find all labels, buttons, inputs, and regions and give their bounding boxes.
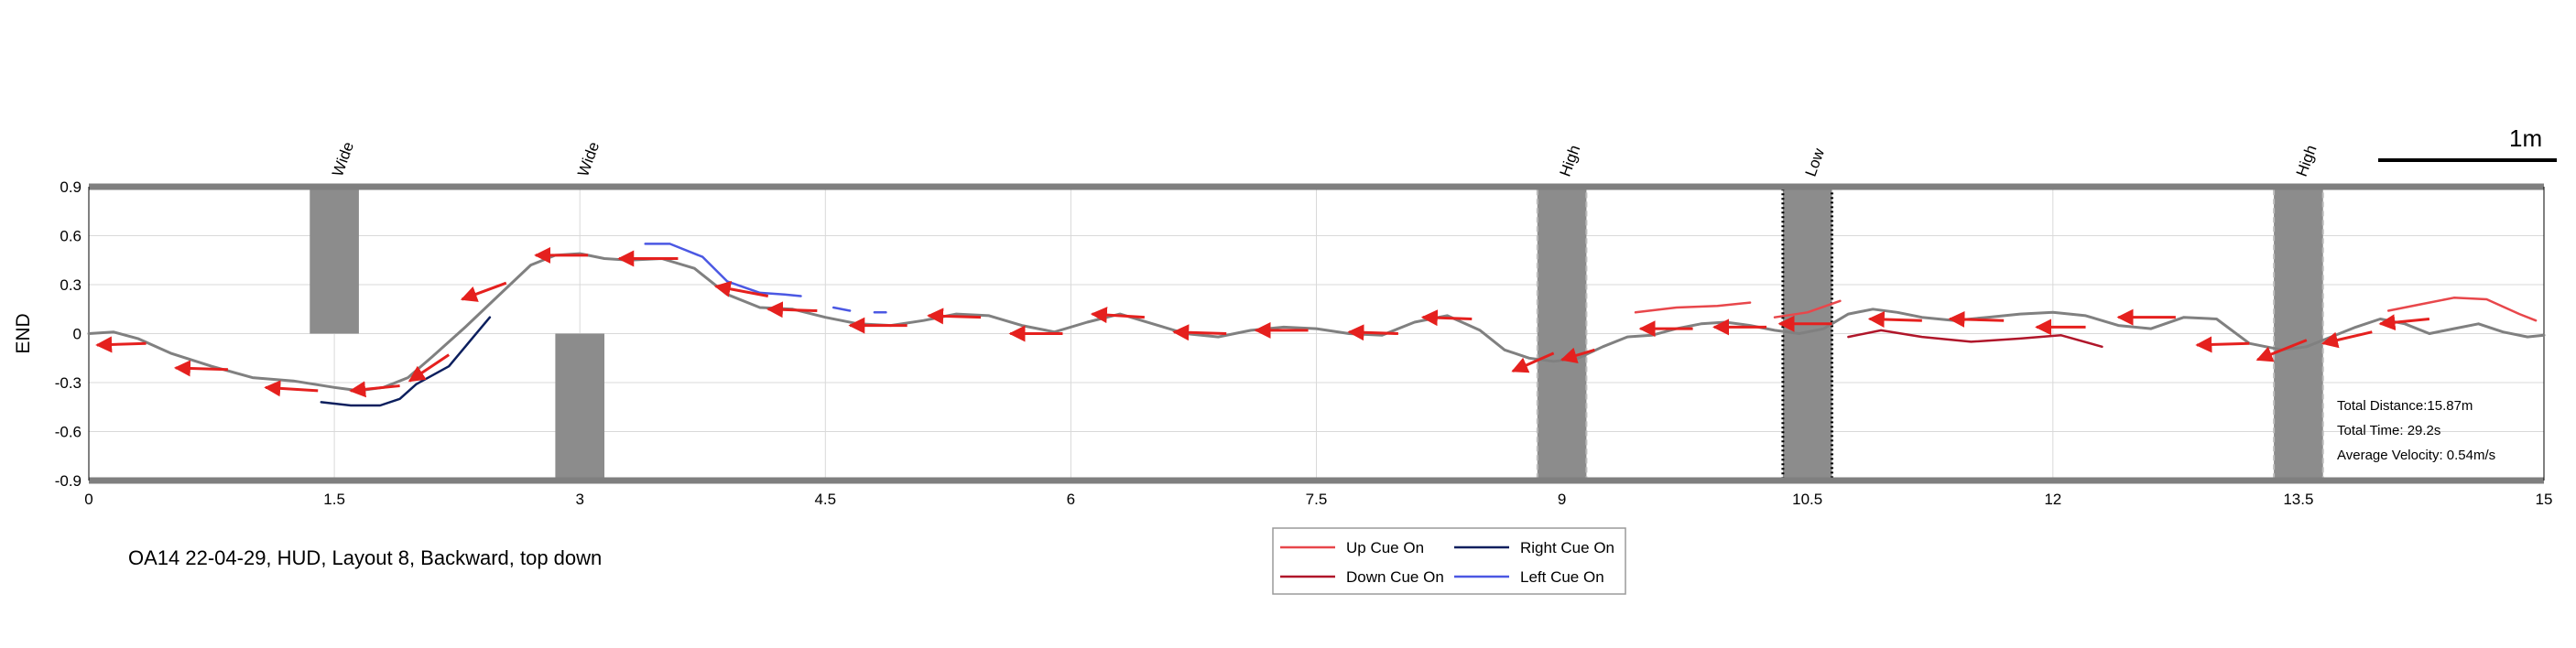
obstacle-high: [1536, 186, 1588, 481]
y-tick-label: 0.3: [60, 276, 82, 294]
y-tick-label: -0.6: [55, 424, 82, 441]
series-group: [87, 243, 2546, 407]
x-tick-label: 13.5: [2283, 491, 2313, 508]
stats-text: Average Velocity: 0.54m/s: [2337, 448, 2495, 463]
direction-arrow: [1420, 309, 1473, 327]
y-tick-label: -0.9: [55, 472, 82, 490]
obstacle-wide: [310, 187, 359, 334]
legend-box: [1272, 527, 1626, 595]
obstacle-label: High: [1557, 143, 1584, 178]
obstacles: Wide Wide High Low High: [310, 139, 2324, 482]
direction-arrow: [264, 380, 319, 397]
x-tick-label: 1.5: [323, 491, 345, 508]
legend-label-up-cue-on: Up Cue On: [1346, 539, 1424, 556]
direction-arrow: [713, 280, 769, 297]
x-tick-label: 7.5: [1306, 491, 1328, 508]
legend-label-left-cue-on: Left Cue On: [1520, 568, 1604, 586]
direction-arrow: [1948, 310, 2005, 328]
direction-arrow: [1511, 351, 1555, 373]
direction-arrow: [1347, 324, 1398, 341]
scale-bar-label: 1m: [2509, 124, 2542, 152]
direction-arrow: [2321, 330, 2373, 349]
x-tick-label: 6: [1067, 491, 1075, 508]
series-line-left-cue-on: [831, 306, 852, 312]
obstacle-label: Wide: [574, 139, 603, 178]
y-tick-label: 0.9: [60, 178, 82, 196]
x-tick-label: 15: [2536, 491, 2553, 508]
legend: Up Cue On Down Cue On Right Cue On Left Cue…: [1272, 527, 1626, 595]
x-tick-label: 12: [2044, 491, 2061, 508]
direction-arrow: [2255, 339, 2308, 362]
direction-arrow: [1090, 307, 1145, 324]
figure-caption: OA14 22-04-29, HUD, Layout 8, Backward, …: [128, 546, 603, 569]
x-tick-label: 3: [575, 491, 583, 508]
series-line-trajectory: [87, 252, 2546, 393]
obstacle-high: [2273, 186, 2324, 481]
tick-labels: 0 1.5 3 4.5 6 7.5 9 10.5 12 13.5 15 0.9 0.6 0.3 0 -0.3 -…: [55, 178, 2553, 508]
direction-arrow: [2378, 314, 2430, 331]
direction-arrow: [1560, 347, 1595, 364]
direction-arrow: [2195, 336, 2250, 353]
y-tick-label: 0.6: [60, 228, 82, 245]
direction-arrow: [927, 308, 982, 325]
direction-arrow: [460, 281, 507, 302]
series-line-down-cue-on: [1847, 329, 2103, 349]
x-tick-label: 4.5: [814, 491, 836, 508]
direction-arrow: [349, 381, 400, 398]
x-tick-label: 0: [84, 491, 92, 508]
direction-arrow: [766, 301, 818, 319]
x-tick-label: 9: [1558, 491, 1566, 508]
obstacle-wide: [555, 333, 605, 481]
legend-label-down-cue-on: Down Cue On: [1346, 568, 1444, 586]
obstacle-label: Wide: [329, 139, 357, 178]
stats-text: Total Time: 29.2s: [2337, 423, 2440, 438]
obstacle-label: Low: [1802, 146, 1829, 178]
direction-arrow: [408, 353, 451, 383]
direction-arrow: [173, 360, 228, 377]
direction-arrow: [1172, 324, 1227, 341]
series-line-up-cue-on: [1634, 301, 1752, 314]
stats-text: Total Distance:15.87m: [2337, 398, 2473, 414]
direction-arrow: [1867, 310, 1922, 328]
y-axis-label: END: [13, 313, 34, 353]
direction-arrows: [95, 246, 2430, 398]
y-tick-label: -0.3: [55, 374, 82, 392]
x-tick-label: 10.5: [1792, 491, 1822, 508]
legend-label-right-cue-on: Right Cue On: [1520, 539, 1614, 556]
y-tick-label: 0: [73, 326, 82, 343]
series-line-up-cue-on: [2386, 297, 2538, 322]
obstacle-label: High: [2293, 143, 2321, 178]
series-line-right-cue-on: [320, 316, 492, 407]
direction-arrow: [95, 336, 147, 353]
